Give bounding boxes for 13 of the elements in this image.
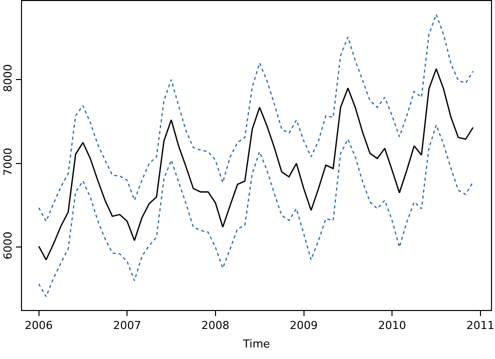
x-tick-label: 2006 xyxy=(24,319,53,332)
y-tick-label: 6000 xyxy=(2,232,15,260)
x-axis-title: Time xyxy=(242,337,270,350)
x-tick-label: 2007 xyxy=(113,319,142,332)
x-tick-label: 2011 xyxy=(466,319,494,332)
y-tick-label: 7000 xyxy=(2,148,15,176)
y-tick-label: 8000 xyxy=(2,64,15,92)
line-series xyxy=(38,14,474,222)
line-series xyxy=(38,68,474,260)
x-tick-label: 2009 xyxy=(290,319,318,332)
line-series xyxy=(38,124,474,298)
x-tick-label: 2008 xyxy=(201,319,230,332)
x-tick-label: 2010 xyxy=(378,319,406,332)
